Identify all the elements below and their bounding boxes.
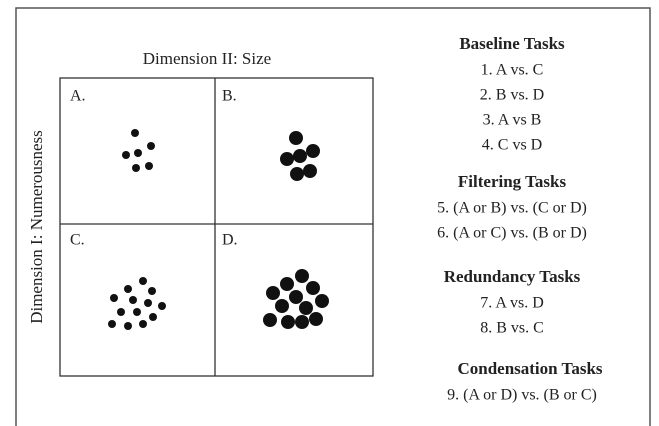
quadrant-label: D. [222,232,238,249]
task-item: 1. A vs. C [481,62,544,79]
task-item: 3. A vs B [483,112,542,129]
task-item: 8. B vs. C [480,320,544,337]
task-item: 5. (A or B) vs. (C or D) [437,200,587,217]
quadrant-label: C. [70,232,85,249]
section-heading: Redundancy Tasks [444,267,581,286]
dots-a [122,129,155,172]
outer-frame [15,7,651,426]
section-heading: Condensation Tasks [457,359,602,378]
dots-c [108,277,166,330]
x-dimension-title: Dimension II: Size [143,49,271,68]
y-dimension-title: Dimension I: Numerousness [27,130,46,324]
section-heading: Filtering Tasks [458,172,567,191]
dots-d [263,269,329,329]
dots-b [280,131,320,181]
grid-box [59,77,374,377]
section-heading: Baseline Tasks [459,34,565,53]
task-item: 2. B vs. D [480,87,544,104]
task-item: 4. C vs D [482,137,542,154]
quadrant-label: B. [222,88,237,105]
task-item: 6. (A or C) vs. (B or D) [437,225,587,242]
quadrant-label: A. [70,88,86,105]
task-item: 7. A vs. D [480,295,544,312]
task-item: 9. (A or D) vs. (B or C) [447,387,597,404]
